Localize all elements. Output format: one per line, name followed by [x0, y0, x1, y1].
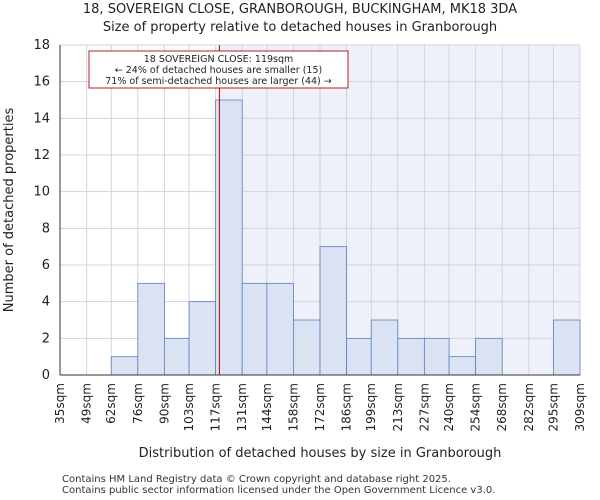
x-tick-label: 62sqm [104, 383, 118, 424]
y-tick-label: 18 [33, 38, 50, 53]
y-tick-label: 12 [33, 148, 50, 163]
x-tick-label: 309sqm [573, 383, 587, 431]
x-tick-label: 103sqm [182, 383, 196, 431]
chart-title: 18, SOVEREIGN CLOSE, GRANBOROUGH, BUCKIN… [82, 2, 518, 17]
histogram-bar [293, 319, 321, 376]
histogram-bar [423, 337, 450, 376]
x-tick-label: 172sqm [313, 383, 327, 431]
x-tick-label: 76sqm [131, 383, 145, 424]
x-tick-label: 213sqm [391, 383, 405, 431]
x-tick-label: 117sqm [209, 383, 223, 431]
x-tick-label: 158sqm [286, 383, 300, 431]
x-tick-label: 90sqm [157, 383, 171, 424]
histogram-bar [319, 246, 347, 376]
y-tick-label: 0 [42, 368, 50, 383]
y-tick-label: 2 [42, 331, 50, 346]
y-axis-label: Number of detached properties [2, 108, 17, 313]
histogram-bar [553, 319, 581, 376]
x-tick-label: 268sqm [495, 383, 509, 431]
x-tick-label: 131sqm [235, 383, 249, 431]
x-tick-label: 240sqm [442, 383, 456, 431]
y-tick-label: 16 [33, 75, 50, 90]
x-tick-label: 254sqm [469, 383, 483, 431]
x-axis-label: Distribution of detached houses by size … [139, 446, 502, 461]
histogram-bar [215, 99, 243, 376]
histogram-bar [346, 337, 372, 376]
histogram-bar [397, 337, 425, 376]
y-tick-label: 10 [33, 185, 50, 200]
x-tick-label: 227sqm [417, 383, 431, 431]
annotation-title: 18 SOVEREIGN CLOSE: 119sqm [144, 54, 294, 65]
x-tick-label: 199sqm [364, 383, 378, 431]
chart-subtitle: Size of property relative to detached ho… [102, 20, 498, 35]
histogram-bar [266, 282, 294, 376]
annotation-box [88, 50, 349, 89]
histogram-bar [188, 301, 217, 376]
x-tick-label: 295sqm [546, 383, 560, 431]
y-tick-label: 14 [33, 111, 50, 126]
x-tick-label: 144sqm [260, 383, 274, 431]
histogram-bar [163, 337, 190, 376]
x-tick-label: 186sqm [340, 383, 354, 431]
histogram-bar [110, 356, 139, 376]
x-tick-label: 282sqm [522, 383, 536, 431]
histogram-bar [137, 282, 165, 376]
footer-copyright: Contains HM Land Registry data © Crown c… [62, 474, 451, 485]
histogram-bar [475, 337, 503, 376]
y-tick-label: 6 [42, 258, 50, 273]
annotation-smaller: ← 24% of detached houses are smaller (15… [115, 65, 322, 76]
footer-licence: Contains public sector information licen… [62, 485, 496, 496]
x-tick-label: 49sqm [80, 383, 94, 424]
y-tick-label: 8 [42, 221, 50, 236]
histogram-bar [241, 282, 268, 376]
histogram-bar [448, 356, 477, 376]
annotation-larger: 71% of semi-detached houses are larger (… [105, 76, 332, 87]
y-tick-label: 4 [42, 295, 50, 310]
x-tick-label: 35sqm [53, 383, 67, 424]
histogram-bar [370, 319, 399, 376]
